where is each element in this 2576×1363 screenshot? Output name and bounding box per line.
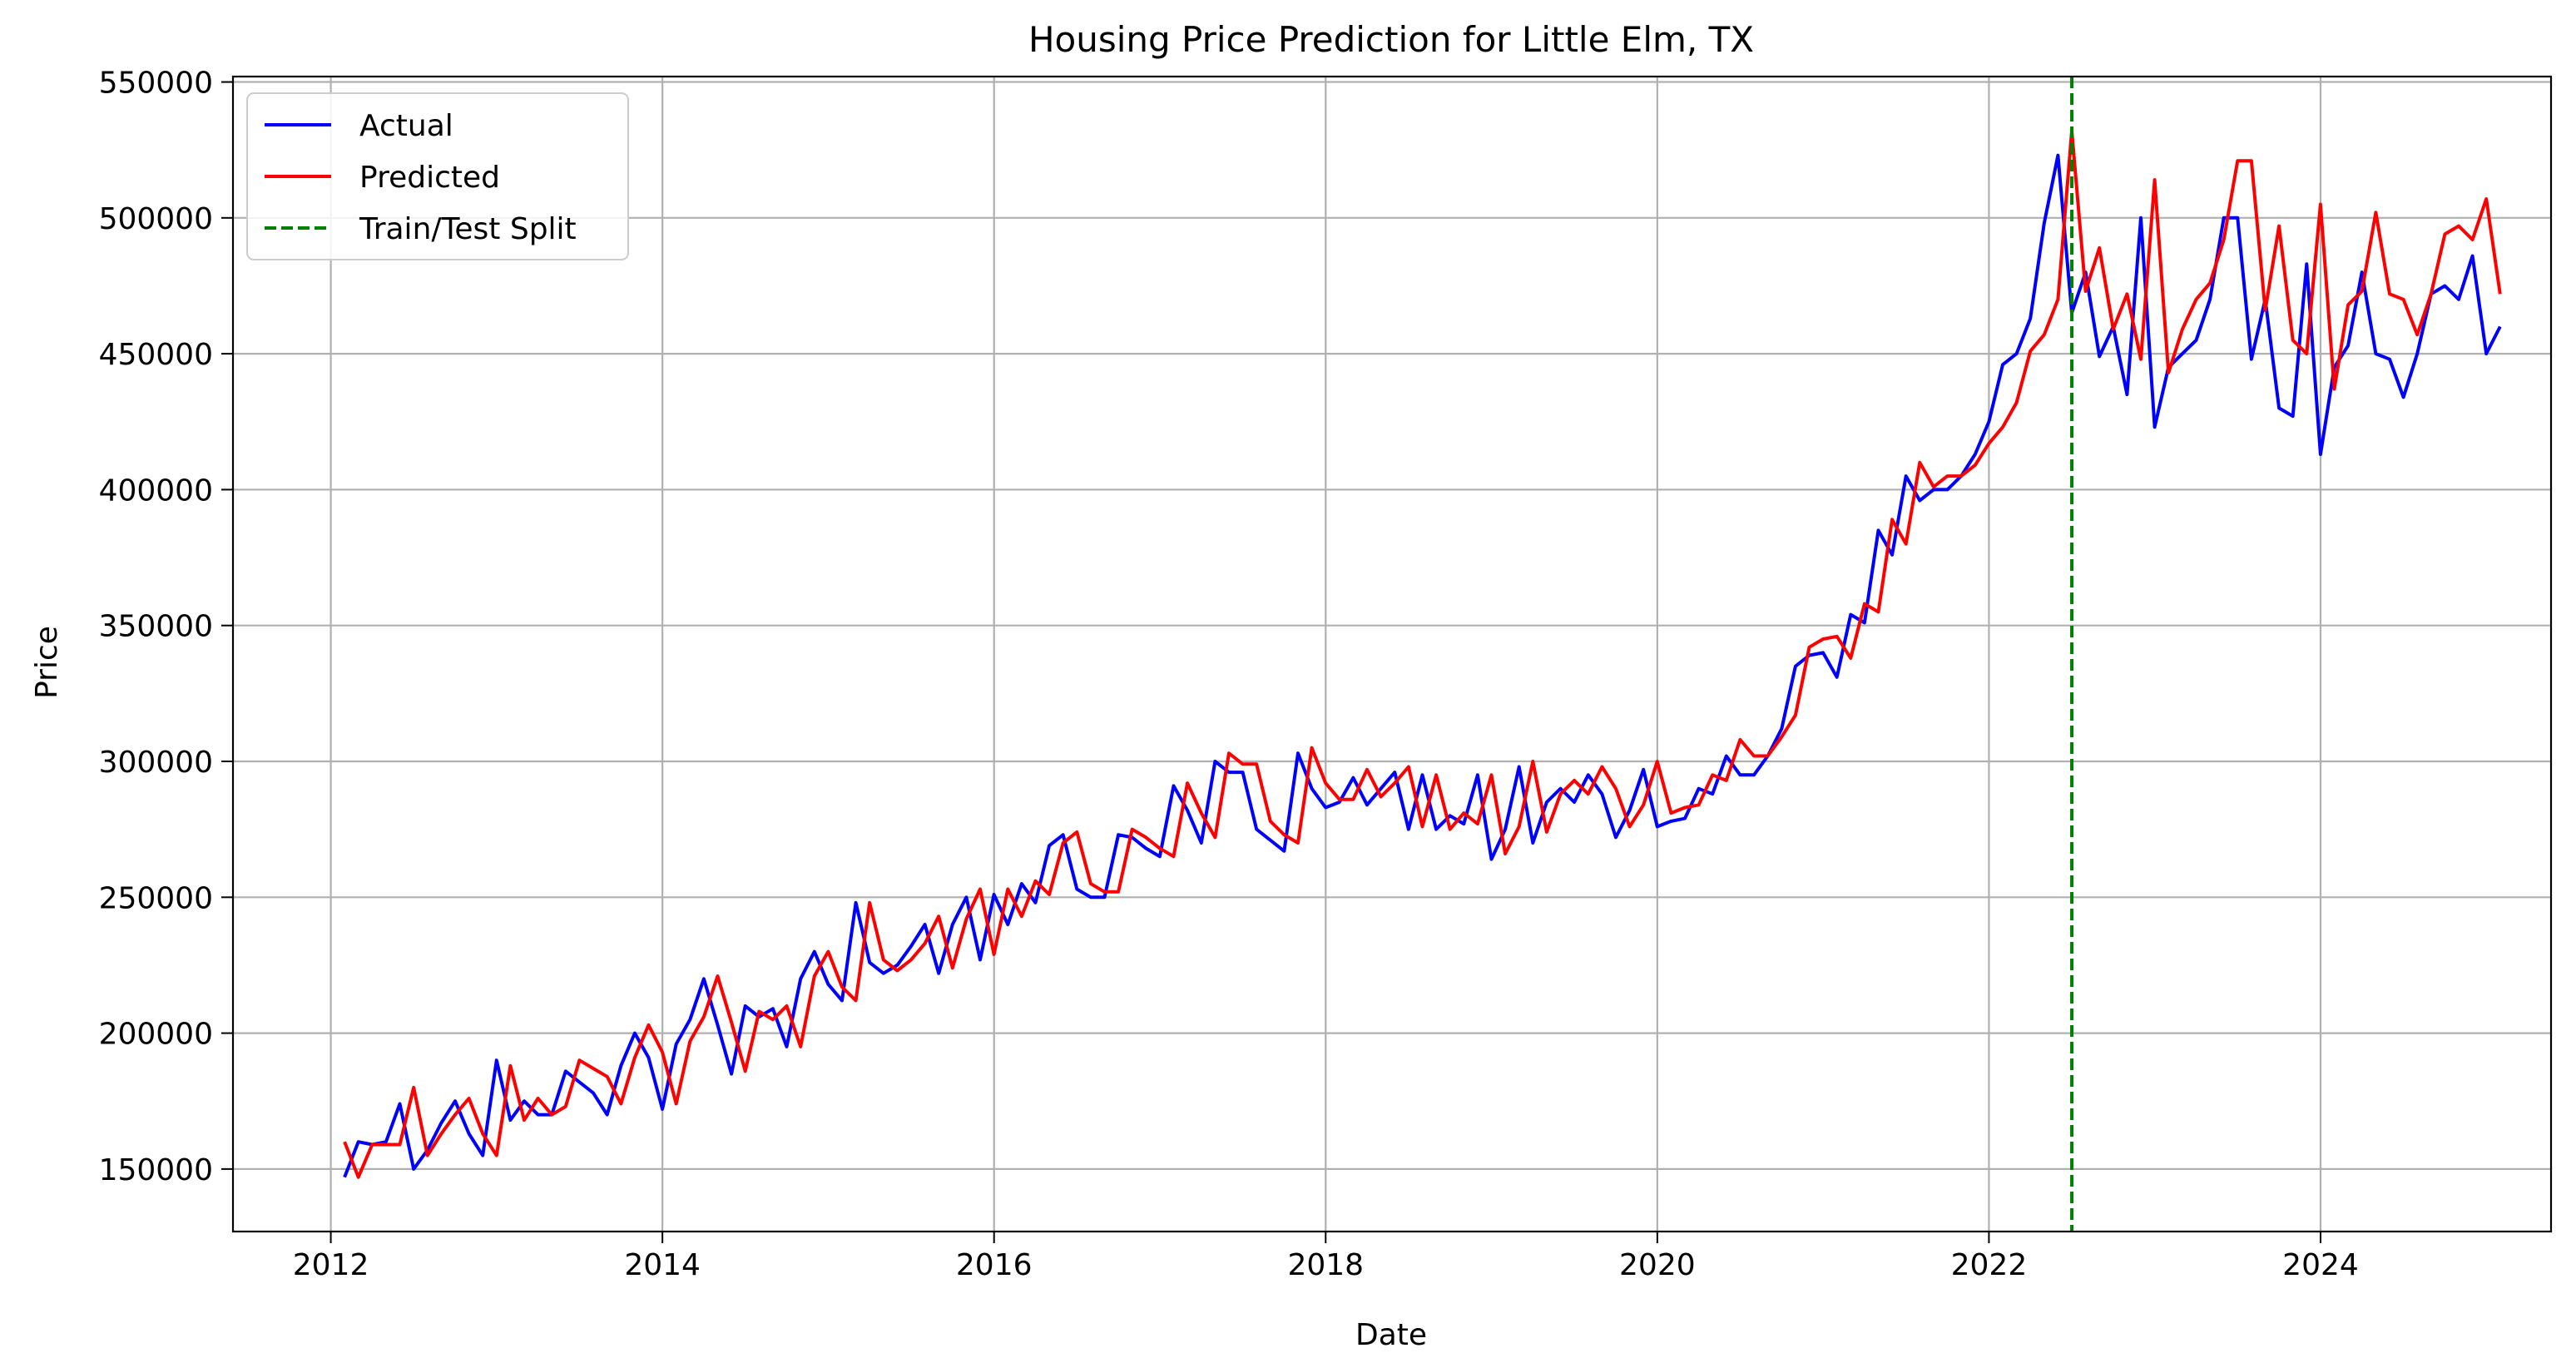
y-axis-label: Price bbox=[30, 626, 64, 699]
y-tick-label: 400000 bbox=[99, 473, 213, 508]
x-axis-label: Date bbox=[1355, 1318, 1427, 1352]
y-tick-label: 300000 bbox=[99, 746, 213, 780]
legend-label-predicted: Predicted bbox=[359, 161, 500, 195]
x-tick-label: 2014 bbox=[624, 1248, 701, 1282]
y-tick-label: 250000 bbox=[99, 881, 213, 915]
chart-title: Housing Price Prediction for Little Elm,… bbox=[1028, 19, 1754, 60]
x-tick-label: 2022 bbox=[1951, 1248, 2028, 1282]
legend-label-actual: Actual bbox=[359, 109, 453, 143]
series-line-predicted bbox=[343, 129, 2502, 1179]
y-tick-label: 150000 bbox=[99, 1153, 213, 1187]
y-tick-label: 350000 bbox=[99, 610, 213, 644]
legend: Actual Predicted Train/Test Split bbox=[246, 92, 629, 260]
series-line-actual bbox=[343, 153, 2502, 1178]
y-tick-label: 500000 bbox=[99, 202, 213, 236]
x-tick-label: 2024 bbox=[2282, 1248, 2359, 1282]
series-layer bbox=[343, 77, 2502, 1232]
y-tick-label: 550000 bbox=[99, 67, 213, 101]
legend-label-train-test-split: Train/Test Split bbox=[359, 212, 577, 246]
x-tick-label: 2012 bbox=[293, 1248, 369, 1282]
plot-frame bbox=[231, 75, 2553, 1233]
grid-layer bbox=[233, 77, 2551, 1232]
y-tick-label: 200000 bbox=[99, 1018, 213, 1052]
legend-box bbox=[246, 92, 629, 260]
x-tick-label: 2020 bbox=[1619, 1248, 1696, 1282]
x-tick-label: 2016 bbox=[956, 1248, 1033, 1282]
x-tick-label: 2018 bbox=[1287, 1248, 1364, 1282]
y-tick-label: 450000 bbox=[99, 338, 213, 372]
tick-layer: 2012 2014 2016 2018 2020 2022 2024 150000 200000… bbox=[99, 67, 2359, 1282]
